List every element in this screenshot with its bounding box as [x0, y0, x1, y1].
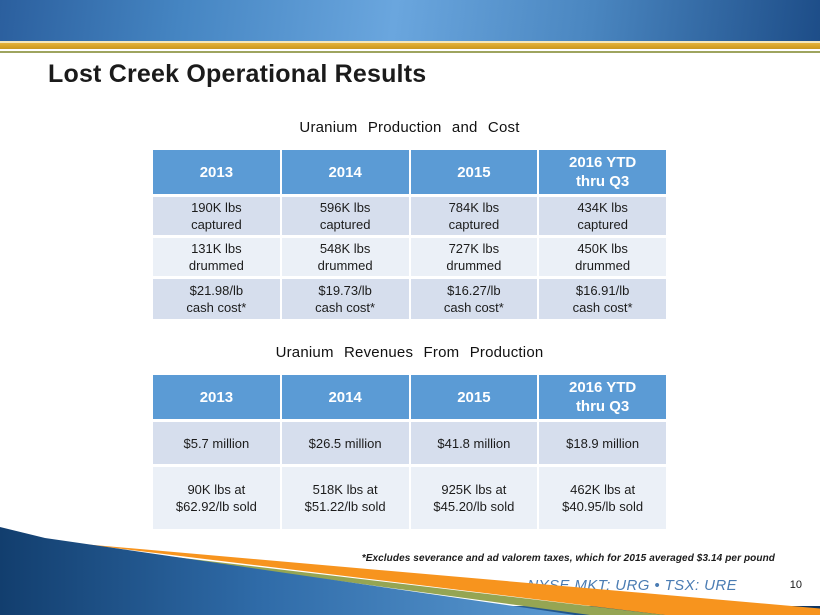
gold-stripe: [0, 43, 820, 49]
table-caption: Uranium Revenues From Production: [275, 344, 544, 361]
header-cell: 2013: [153, 375, 280, 419]
table-cell: $18.9 million: [539, 422, 666, 464]
header-cell: 2016 YTD thru Q3: [539, 150, 666, 194]
top-banner: [0, 0, 820, 41]
header-cell: 2015: [410, 150, 538, 194]
table-cell: 131K lbs drummed: [153, 238, 280, 276]
table-cell: $5.7 million: [153, 422, 280, 464]
stripe-white-line: [0, 49, 820, 51]
table-cell: 434K lbs captured: [539, 197, 666, 235]
table-cell: 190K lbs captured: [153, 197, 280, 235]
table-caption: Uranium Production and Cost: [299, 119, 520, 136]
header-cell: 2016 YTD thru Q3: [539, 375, 666, 419]
table-cell: 462K lbs at $40.95/lb sold: [539, 467, 666, 529]
orange-swoosh: [82, 544, 820, 615]
revenues-table: 2013 2014 2015 2016 YTD thru Q3 $5.7 million…: [153, 375, 666, 529]
table-cell: 548K lbs drummed: [281, 238, 409, 276]
olive-swoosh: [82, 546, 665, 615]
table-cell: 90K lbs at $62.92/lb sold: [153, 467, 280, 529]
header-cell: 2015: [410, 375, 538, 419]
stripe-olive-line: [0, 51, 820, 53]
table-cell: 784K lbs captured: [410, 197, 538, 235]
page-number: 10: [789, 579, 802, 591]
footnote: *Excludes severance and ad valorem taxes…: [361, 553, 775, 564]
revenues-table-section: Uranium Revenues From Production 2013 201…: [153, 344, 666, 529]
page-title: Lost Creek Operational Results: [48, 60, 427, 88]
table-cell: $26.5 million: [281, 422, 409, 464]
table-cell: 450K lbs drummed: [539, 238, 666, 276]
table-cell: 727K lbs drummed: [410, 238, 538, 276]
blue-swoosh: [0, 527, 575, 615]
table-cell: $19.73/lb cash cost*: [281, 279, 409, 319]
header-cell: 2014: [281, 150, 409, 194]
production-table: 2013 2014 2015 2016 YTD thru Q3 190K lbs cap…: [153, 150, 666, 319]
table-cell: 518K lbs at $51.22/lb sold: [281, 467, 409, 529]
table-cell: $16.91/lb cash cost*: [539, 279, 666, 319]
table-cell: $41.8 million: [410, 422, 538, 464]
table-cell: $16.27/lb cash cost*: [410, 279, 538, 319]
header-cell: 2013: [153, 150, 280, 194]
table-cell: 925K lbs at $45.20/lb sold: [410, 467, 538, 529]
table-cell: 596K lbs captured: [281, 197, 409, 235]
table-cell: $21.98/lb cash cost*: [153, 279, 280, 319]
production-table-section: Uranium Production and Cost 2013 2014 2015…: [153, 119, 666, 319]
header-cell: 2014: [281, 375, 409, 419]
bottom-decoration: [0, 527, 820, 615]
gold-stripe-highlight: [0, 41, 820, 43]
